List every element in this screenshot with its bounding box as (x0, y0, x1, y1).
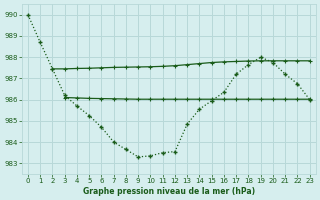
X-axis label: Graphe pression niveau de la mer (hPa): Graphe pression niveau de la mer (hPa) (83, 187, 255, 196)
